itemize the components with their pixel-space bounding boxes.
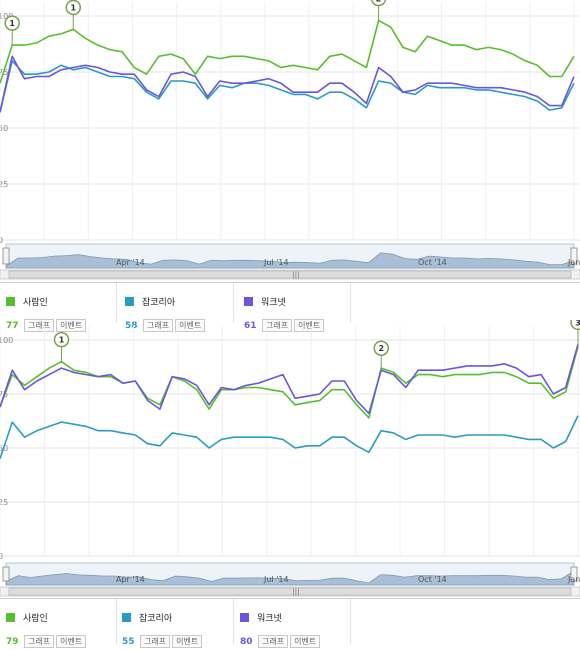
- event-marker: [53, 331, 70, 348]
- graph-toggle-button[interactable]: 그래프: [24, 635, 55, 648]
- legend-divider: [116, 283, 117, 323]
- legend-divider: [350, 283, 351, 323]
- navigator-scrollbar-thumb: [8, 587, 572, 596]
- y-tick-label: 100: [0, 12, 13, 21]
- y-tick-label: 0: [0, 236, 3, 245]
- event-marker: [4, 15, 20, 31]
- legend-swatch: [244, 297, 253, 306]
- trend-chart-panel-1: 10075502501122014/03/012014/04/012014/05…: [0, 0, 580, 332]
- event-marker-label: 1: [59, 336, 65, 345]
- legend-current-value: 80: [240, 636, 253, 647]
- event-toggle-button[interactable]: 이벤트: [56, 319, 87, 332]
- legend-current-value: 79: [6, 636, 19, 647]
- legend-series-name: 워크넷: [261, 298, 286, 308]
- event-marker-label: 2: [378, 344, 384, 353]
- legend-swatch: [6, 613, 15, 622]
- legend-divider: [233, 283, 234, 323]
- graph-toggle-button[interactable]: 그래프: [24, 319, 55, 332]
- series-line: [0, 346, 579, 419]
- legend-item-worknet: 워크넷 61 그래프 이벤트: [244, 291, 384, 334]
- chart-legend: 사람인 77 그래프 이벤트 잡코리아 58 그래프 이벤트 워크넷 61 그래프 이벤트: [0, 282, 580, 332]
- navigator-label: Jul '14: [263, 575, 289, 584]
- event-toggle-button[interactable]: 이벤트: [175, 319, 206, 332]
- event-toggle-button[interactable]: 이벤트: [290, 635, 321, 648]
- navigator-label: Jul '14: [263, 258, 289, 267]
- y-tick-label: 25: [0, 498, 8, 507]
- navigator-handle-right: [570, 566, 578, 582]
- event-marker: [370, 0, 387, 7]
- series-line: [0, 344, 579, 415]
- y-tick-label: 0: [0, 552, 3, 561]
- navigator-handle-left: [2, 566, 10, 582]
- navigator-label: Oct '14: [418, 575, 447, 584]
- y-tick-label: 25: [0, 180, 8, 189]
- legend-item-saramin: 사람인 77 그래프 이벤트: [6, 291, 146, 334]
- legend-swatch: [125, 297, 134, 306]
- legend-current-value: 77: [6, 320, 19, 331]
- navigator-label: Jan: [567, 258, 580, 267]
- legend-divider: [233, 599, 234, 644]
- event-marker: [373, 340, 389, 356]
- event-toggle-button[interactable]: 이벤트: [294, 319, 325, 332]
- scrollbar-grip-icon: |||: [292, 271, 299, 279]
- event-toggle-button[interactable]: 이벤트: [56, 635, 87, 648]
- legend-series-name: 사람인: [23, 614, 48, 624]
- legend-item-worknet: 워크넷 80 그래프 이벤트: [240, 607, 380, 650]
- legend-divider: [116, 599, 117, 644]
- chart-legend: 사람인 79 그래프 이벤트 잡코리아 55 그래프 이벤트 워크넷 80 그래프 이벤트: [0, 598, 580, 648]
- legend-series-name: 잡코리아: [139, 614, 173, 624]
- legend-divider: [350, 599, 351, 644]
- navigator-label: Jan '15: [567, 575, 580, 584]
- y-tick-label: 50: [0, 124, 8, 133]
- graph-toggle-button[interactable]: 그래프: [140, 635, 171, 648]
- event-marker-label: 2: [376, 0, 382, 3]
- legend-series-name: 사람인: [23, 298, 48, 308]
- legend-swatch: [122, 613, 131, 622]
- navigator-handle-right: [570, 247, 578, 265]
- graph-toggle-button[interactable]: 그래프: [262, 319, 293, 332]
- navigator-area: [5, 570, 575, 586]
- series-line: [0, 19, 575, 84]
- legend-item-jobkorea: 잡코리아 58 그래프 이벤트: [125, 291, 265, 334]
- series-line: [0, 55, 575, 113]
- event-marker: [65, 0, 82, 16]
- graph-toggle-button[interactable]: 그래프: [143, 319, 174, 332]
- scrollbar-grip-icon: |||: [292, 588, 299, 596]
- navigator-label: Oct '14: [418, 258, 447, 267]
- navigator-area: [5, 252, 575, 269]
- event-marker: [570, 320, 580, 331]
- legend-series-name: 잡코리아: [142, 298, 176, 308]
- legend-swatch: [6, 297, 15, 306]
- graph-toggle-button[interactable]: 그래프: [258, 635, 289, 648]
- trend-chart-1: 10075502501122014/03/012014/04/012014/05…: [0, 0, 580, 280]
- legend-series-name: 워크넷: [257, 614, 282, 624]
- event-marker-label: 1: [9, 19, 15, 28]
- navigator-handle-left: [2, 247, 10, 265]
- trend-chart-2: 10075502501232014/03/012014/04/012014/05…: [0, 320, 580, 597]
- event-marker-label: 3: [575, 320, 580, 327]
- legend-current-value: 58: [125, 320, 138, 331]
- event-toggle-button[interactable]: 이벤트: [172, 635, 203, 648]
- y-tick-label: 100: [0, 336, 13, 345]
- legend-current-value: 61: [244, 320, 257, 331]
- navigator-scrollbar-thumb: [8, 270, 572, 279]
- navigator-label: Apr '14: [116, 575, 145, 584]
- legend-current-value: 55: [122, 636, 135, 647]
- event-marker-label: 1: [70, 3, 76, 12]
- legend-swatch: [240, 613, 249, 622]
- trend-chart-panel-2: 10075502501232014/03/012014/04/012014/05…: [0, 320, 580, 648]
- series-line: [0, 415, 579, 460]
- series-line: [0, 59, 575, 113]
- navigator-label: Apr '14: [116, 258, 145, 267]
